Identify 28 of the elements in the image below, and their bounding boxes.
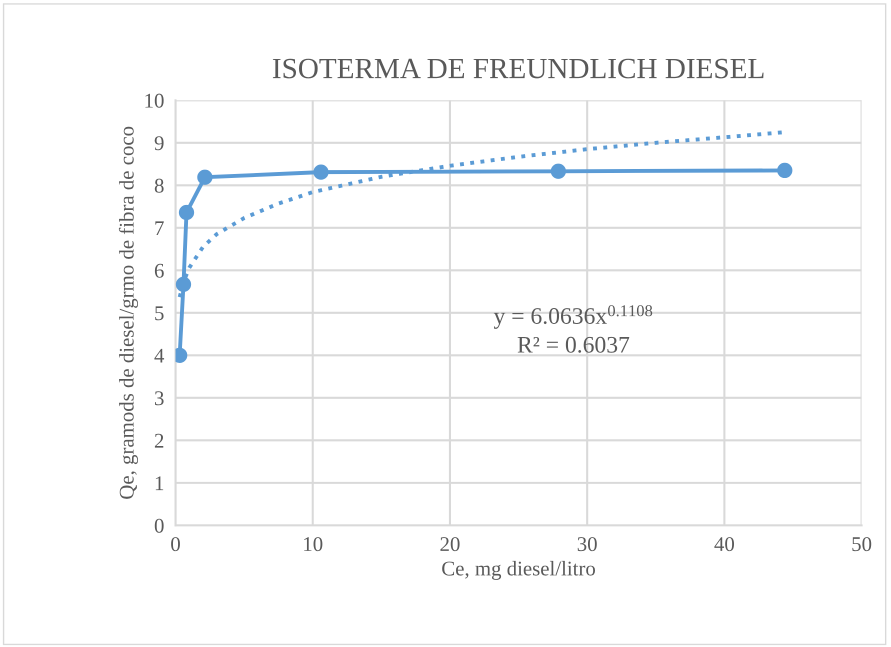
y-tick-label: 10 [145, 94, 164, 108]
x-tick-label: 0 [171, 537, 180, 552]
x-tick-label: 20 [440, 537, 460, 552]
x-tick-label: 10 [304, 537, 322, 552]
y-tick-label: 1 [156, 476, 164, 490]
y-tick-label: 7 [155, 221, 164, 236]
y-tick-label: 9 [154, 136, 164, 150]
y-tick-label: 2 [154, 434, 164, 448]
y-tick-label: 4 [154, 348, 164, 363]
chart-title: ISOTERMA DE FREUNDLICH DIESEL [272, 58, 764, 78]
x-tick-label: 50 [852, 537, 872, 552]
y-tick-label: 0 [154, 518, 164, 533]
y-axis-title: Qe, gramods de diesel/grmo de fibra de coco [118, 126, 138, 499]
point [777, 162, 792, 178]
point [178, 204, 194, 220]
point [313, 164, 329, 180]
y-tick-label: 5 [155, 306, 164, 320]
point [550, 164, 566, 179]
x-axis-title: Ce, mg diesel/litro [442, 560, 596, 580]
point [176, 276, 192, 292]
annotation: y = 6.0636x$^{0.1108}$ [494, 305, 652, 329]
y-tick-label: 8 [154, 178, 164, 193]
y-tick-label: 3 [154, 391, 164, 406]
annotation: R² = 0.6037 [518, 336, 630, 353]
x-tick-label: 40 [714, 537, 734, 552]
point [197, 170, 213, 185]
y-tick-label: 6 [154, 264, 164, 278]
x-tick-label: 30 [578, 537, 597, 552]
